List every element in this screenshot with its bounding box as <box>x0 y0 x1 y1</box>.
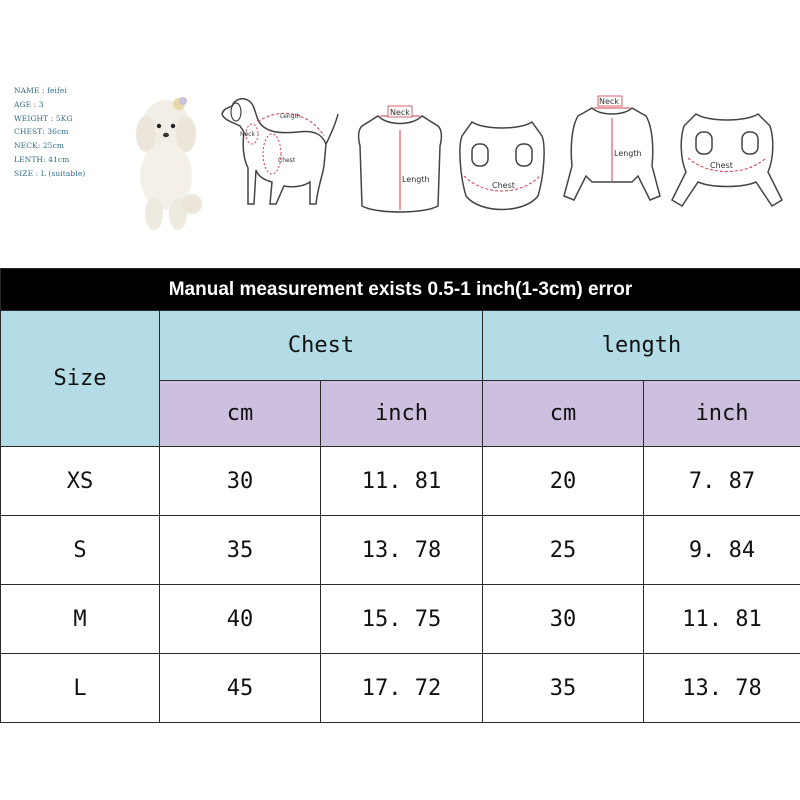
shirt-chest-label: Chest <box>492 181 515 190</box>
dog-photo <box>136 97 202 230</box>
dog-length-label: Length <box>280 113 301 120</box>
dog-size: SIZE : L (suitable) <box>14 168 86 178</box>
dog-chest: CHEST: 36cm <box>14 127 69 137</box>
dog-measure-diagram: Length Neck Chest <box>221 98 339 205</box>
size-cell: L <box>0 653 160 723</box>
dog-info: NAME : feifei AGE : 3 WEIGHT : 5KG CHEST… <box>14 84 124 181</box>
chest-inch-cell: 11. 81 <box>320 446 483 516</box>
shirt-back-diagram: Chest <box>459 120 545 211</box>
jumpsuit-length-label: Length <box>614 149 642 158</box>
shirt-front-diagram: Neck Length <box>357 105 443 213</box>
length-cm-cell: 20 <box>482 446 644 516</box>
length-inch-cell: 11. 81 <box>642 584 800 654</box>
size-header: Size <box>0 310 160 447</box>
chest-inch-cell: 15. 75 <box>320 584 483 654</box>
table-row: L 45 17. 72 35 13. 78 <box>0 653 800 723</box>
table-title: Manual measurement exists 0.5-1 inch(1-3… <box>0 268 800 311</box>
dog-neck-label: Neck <box>240 131 255 138</box>
length-inch-cell: 9. 84 <box>642 515 800 585</box>
length-header: length <box>481 310 800 381</box>
shirt-neck-label: Neck <box>390 108 410 117</box>
chest-cm-cell: 35 <box>159 515 321 585</box>
length-inch-cell: 13. 78 <box>642 653 800 723</box>
chest-inch-cell: 13. 78 <box>320 515 483 585</box>
length-cm-header: cm <box>482 380 644 447</box>
length-cm-cell: 35 <box>482 653 644 723</box>
dog-age: AGE : 3 <box>14 99 44 109</box>
dog-weight: WEIGHT : 5KG <box>14 113 73 123</box>
dog-neck: NECK: 25cm <box>14 141 65 151</box>
chest-cm-cell: 40 <box>159 584 321 654</box>
dog-name: NAME : feifei <box>14 86 67 95</box>
length-cm-cell: 25 <box>482 515 644 585</box>
length-cm-cell: 30 <box>482 584 644 654</box>
table-row: S 35 13. 78 25 9. 84 <box>0 515 800 585</box>
chest-inch-header: inch <box>320 380 483 447</box>
table-row: XS 30 11. 81 20 7. 87 <box>0 446 800 516</box>
chest-cm-cell: 45 <box>159 653 321 723</box>
length-inch-header: inch <box>642 380 800 447</box>
dog-chest-label: Chest <box>278 157 296 164</box>
jumpsuit-neck-label: Neck <box>599 97 619 106</box>
jumpsuit-front-diagram: Neck Length <box>563 95 661 201</box>
chest-header: Chest <box>159 310 483 381</box>
chest-cm-cell: 30 <box>159 446 321 516</box>
dog-length: LENTH: 41cm <box>14 154 70 164</box>
size-chart-table: Manual measurement exists 0.5-1 inch(1-3… <box>0 268 800 723</box>
size-cell: S <box>0 515 160 585</box>
chest-inch-cell: 17. 72 <box>320 653 483 723</box>
size-cell: M <box>0 584 160 654</box>
jumpsuit-back-diagram: Chest <box>671 113 783 208</box>
size-cell: XS <box>0 446 160 516</box>
table-row: M 40 15. 75 30 11. 81 <box>0 584 800 654</box>
chest-cm-header: cm <box>159 380 321 447</box>
length-inch-cell: 7. 87 <box>642 446 800 516</box>
jumpsuit-chest-label: Chest <box>710 161 733 170</box>
shirt-length-label: Length <box>402 175 430 184</box>
